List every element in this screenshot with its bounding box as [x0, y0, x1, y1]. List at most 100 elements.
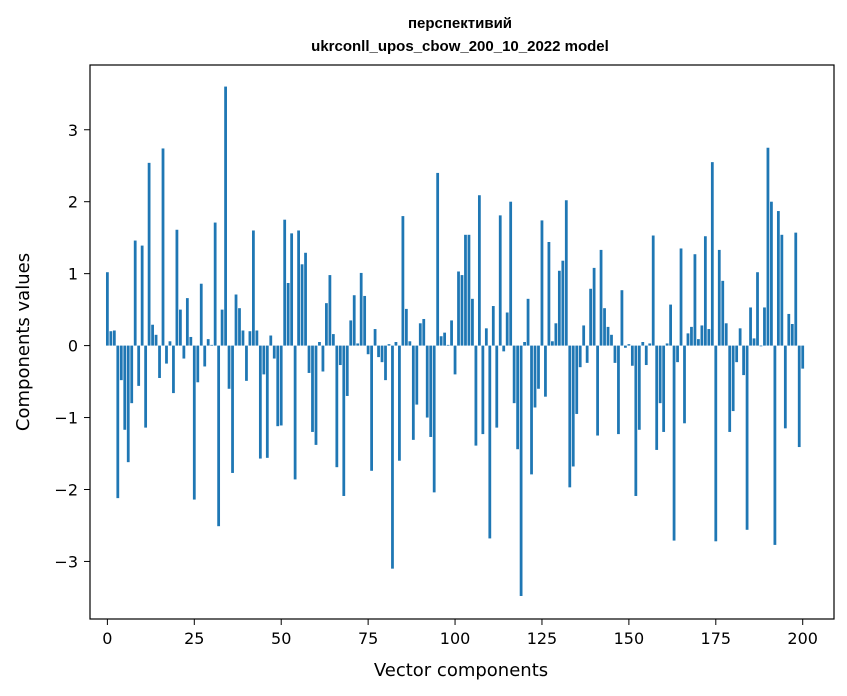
y-axis-label: Components values [13, 253, 34, 431]
bar-component-12 [147, 162, 151, 346]
bar-component-2 [112, 330, 116, 346]
bar-component-18 [168, 341, 172, 346]
bar-component-50 [279, 345, 283, 426]
bar-component-155 [644, 345, 648, 366]
bar-component-46 [265, 345, 269, 458]
bar-component-55 [297, 230, 300, 346]
bar-component-187 [756, 272, 759, 346]
bar-component-63 [325, 303, 328, 346]
bar-component-54 [293, 345, 297, 480]
bar-component-189 [763, 307, 766, 346]
bar-component-177 [721, 280, 725, 346]
bar-component-51 [283, 219, 287, 346]
bar-component-58 [307, 345, 311, 373]
bar-component-97 [443, 332, 447, 346]
bar-component-33 [220, 309, 224, 346]
bar-component-190 [766, 147, 770, 346]
bar-component-147 [617, 345, 620, 435]
bar-component-64 [328, 275, 332, 346]
bar-component-39 [241, 330, 245, 346]
bar-component-57 [304, 252, 307, 346]
bar-component-70 [349, 320, 353, 346]
y-tick-label: 2 [68, 193, 78, 212]
bar-component-111 [491, 306, 495, 346]
bar-component-23 [185, 298, 189, 346]
bar-component-15 [158, 345, 161, 378]
bar-component-197 [790, 324, 794, 346]
bar-component-99 [450, 320, 453, 346]
x-tick-label: 25 [184, 629, 204, 648]
chart-title-line2: ukrconll_upos_cbow_200_10_2022 model [311, 38, 609, 55]
y-axis-ticks: −3 −2 −1 0 1 2 3 [54, 121, 90, 571]
y-tick-label: −1 [54, 409, 78, 428]
bar-component-164 [676, 345, 679, 363]
bar-component-153 [637, 345, 641, 430]
bars-group [105, 86, 805, 596]
bar-component-133 [568, 345, 572, 488]
bar-component-188 [759, 345, 763, 347]
bar-component-144 [606, 326, 610, 346]
bar-component-48 [272, 345, 276, 359]
bar-component-193 [776, 211, 780, 346]
bar-component-176 [717, 249, 721, 346]
bar-component-165 [679, 248, 683, 346]
bar-component-191 [770, 201, 773, 346]
bar-component-192 [773, 345, 777, 545]
bar-component-9 [137, 345, 141, 386]
bar-component-61 [318, 342, 321, 346]
bar-component-6 [126, 345, 130, 463]
bar-component-166 [683, 345, 686, 424]
bar-component-109 [484, 328, 488, 346]
bar-component-174 [710, 162, 714, 346]
bar-component-199 [797, 345, 801, 448]
bar-component-95 [436, 172, 440, 346]
bar-component-116 [509, 201, 513, 346]
bar-component-77 [373, 329, 377, 346]
y-tick-label: −2 [54, 480, 78, 499]
bar-component-44 [258, 345, 262, 459]
plot-frame [89, 64, 835, 620]
bar-component-96 [439, 336, 443, 346]
bar-component-112 [495, 345, 499, 428]
bar-component-121 [526, 298, 530, 346]
bar-component-157 [651, 235, 655, 346]
bar-component-0 [105, 272, 109, 346]
bar-component-76 [370, 345, 373, 471]
bar-component-131 [561, 260, 565, 346]
bar-component-66 [335, 345, 339, 468]
bar-component-45 [262, 345, 266, 375]
bar-component-84 [398, 345, 401, 461]
bar-component-122 [530, 345, 533, 475]
bar-component-27 [199, 283, 203, 346]
bar-component-65 [331, 334, 335, 346]
bar-component-120 [523, 342, 526, 346]
bar-component-42 [252, 230, 255, 346]
bar-component-4 [119, 345, 123, 381]
x-axis-label: Vector components [374, 660, 548, 681]
bar-component-91 [422, 318, 426, 346]
bar-component-17 [165, 345, 168, 364]
bar-component-179 [728, 345, 732, 432]
x-tick-label: 150 [614, 629, 645, 648]
bar-component-114 [502, 345, 506, 352]
bar-component-11 [144, 345, 148, 428]
bar-component-59 [311, 345, 314, 432]
bar-component-184 [745, 345, 749, 530]
bar-component-185 [749, 307, 752, 346]
bar-component-156 [648, 343, 652, 346]
x-tick-label: 75 [358, 629, 378, 648]
bar-component-67 [338, 345, 342, 366]
bar-component-194 [780, 234, 784, 346]
x-tick-label: 50 [271, 629, 291, 648]
bar-component-180 [731, 345, 735, 412]
bar-component-74 [363, 295, 367, 346]
bar-component-110 [488, 345, 492, 539]
bar-component-108 [481, 345, 485, 435]
x-tick-label: 175 [701, 629, 732, 648]
x-tick-label: 200 [787, 629, 818, 648]
bar-component-107 [477, 195, 481, 346]
bar-component-117 [512, 345, 516, 404]
bar-component-149 [624, 345, 627, 348]
bar-component-162 [669, 304, 672, 346]
bar-component-171 [700, 325, 704, 346]
